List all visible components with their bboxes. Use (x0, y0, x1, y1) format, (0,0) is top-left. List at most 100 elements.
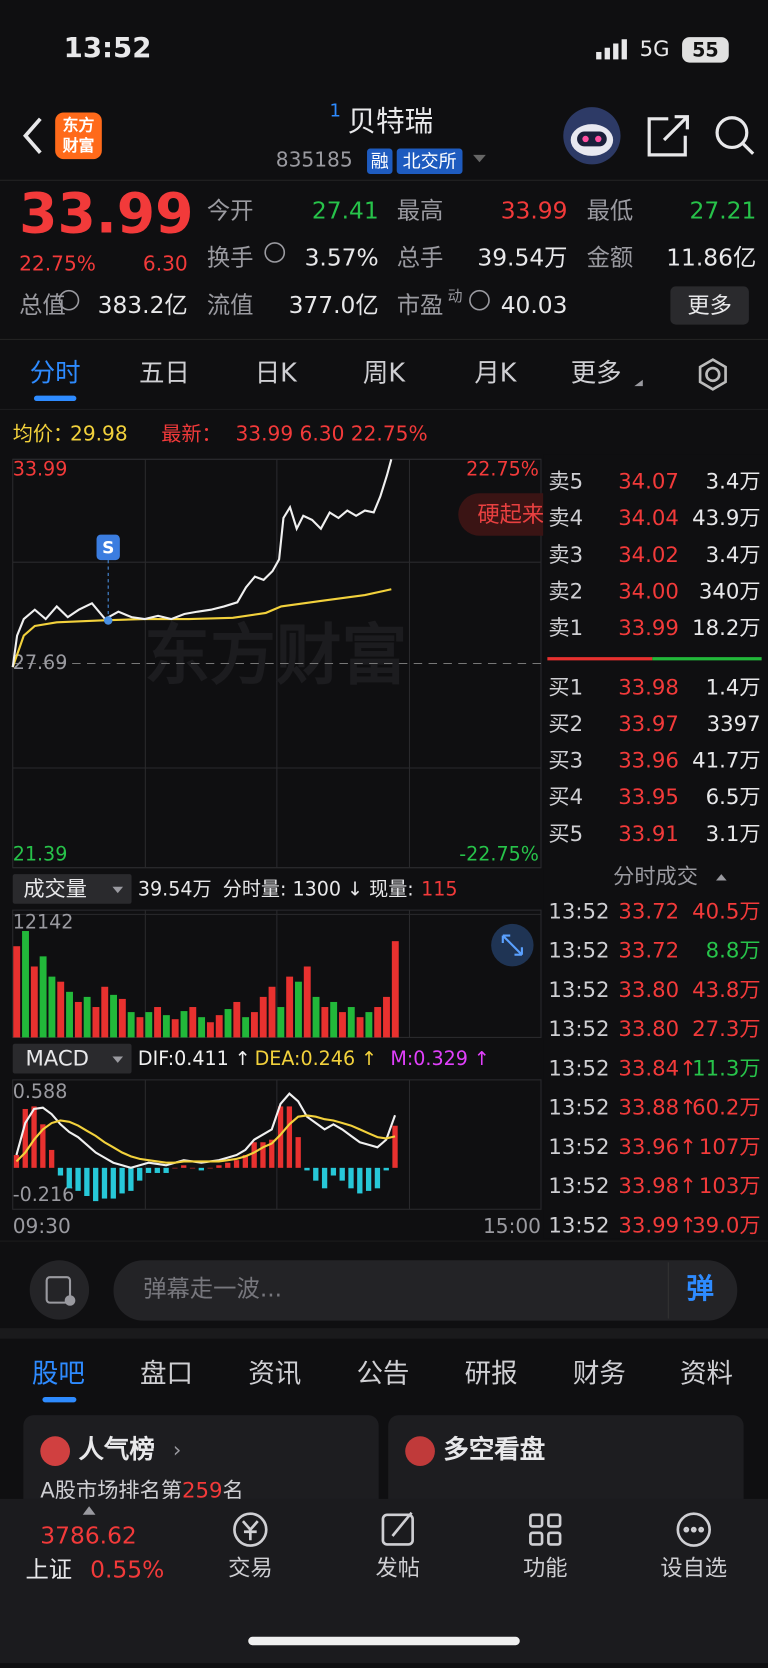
dropdown-icon[interactable] (112, 886, 124, 894)
index-value[interactable]: 3786.62 (40, 1522, 136, 1550)
search-icon[interactable] (715, 116, 755, 155)
macd-bar (75, 1167, 81, 1191)
book-volume: 3.1万 (706, 822, 761, 847)
volume-bar (374, 1007, 382, 1038)
signal-icon (596, 39, 627, 60)
side-panel (543, 454, 768, 1239)
bottom-nav: 交易 发帖 功能 设自选 (228, 1555, 727, 1581)
nav-label[interactable]: 交易 (228, 1555, 273, 1581)
share-icon[interactable] (647, 115, 689, 157)
marker-badge[interactable] (96, 534, 120, 561)
volume-bar (365, 1012, 373, 1038)
index-change[interactable]: 0.55% (90, 1556, 164, 1584)
card-title[interactable]: 多空看盘 (443, 1435, 545, 1465)
more-button[interactable] (670, 286, 749, 325)
dropdown-icon[interactable] (473, 154, 486, 163)
nav-label[interactable]: 发帖 (376, 1555, 421, 1581)
nav-label[interactable]: 设自选 (660, 1555, 727, 1581)
app-logo[interactable] (55, 112, 102, 160)
y-tick-label: -0.216 (13, 1183, 75, 1206)
network: 5G (640, 37, 670, 62)
macd-bar (40, 1124, 46, 1168)
marker-dot (103, 616, 113, 625)
chart-frame (12, 458, 542, 1210)
section-tab[interactable]: 盘口 (140, 1358, 193, 1389)
card-title[interactable]: 人气榜 (78, 1435, 154, 1465)
x-tick-label: 09:30 (13, 1214, 71, 1238)
dropdown-icon[interactable] (634, 379, 643, 387)
danmaku-toggle[interactable] (29, 1260, 90, 1320)
field-label: 流值 (207, 291, 254, 319)
macd-bar (233, 1160, 240, 1168)
info-icons (58, 242, 490, 311)
section-tab[interactable]: 财务 (573, 1358, 626, 1389)
field-value: 27.41 (312, 197, 379, 225)
legend-entry: M:0.329 ↑ (390, 1047, 490, 1070)
tab[interactable]: 五日 (139, 358, 190, 388)
tab[interactable]: 更多 (571, 358, 622, 388)
watermark: 东方财富 (144, 617, 407, 694)
volume-bar (259, 996, 267, 1038)
robot-avatar[interactable] (563, 107, 621, 165)
macd-bar (145, 1167, 152, 1173)
status-time: 13:52 (64, 31, 152, 64)
home-indicator (248, 1636, 520, 1646)
logo-text: 财富 (63, 136, 95, 155)
trade-price: 33.88↑ (618, 1096, 696, 1121)
field-value: 33.99 (501, 197, 568, 225)
trade-time: 13:52 (548, 899, 609, 924)
tab[interactable]: 周K (363, 358, 406, 388)
trade-price: 33.80 (618, 1017, 679, 1042)
section-tab[interactable]: 公告 (356, 1358, 409, 1389)
divider (0, 1328, 768, 1339)
macd-bar (339, 1167, 345, 1181)
trade-list: 13:52 33.72 40.5万 13:52 33.72 8.8万 13:52 33.80 4… (548, 899, 760, 1238)
book-label: 买4 (548, 785, 583, 810)
legend-value: 29.98 (70, 421, 128, 445)
macd-title[interactable]: MACD (25, 1047, 89, 1072)
indicator-select[interactable] (12, 874, 132, 904)
danmaku-input[interactable] (113, 1260, 738, 1321)
macd-bar (57, 1167, 64, 1176)
expand-icon[interactable] (82, 1506, 96, 1515)
pe-mark: 动 (448, 287, 463, 305)
book-volume: 3397 (707, 712, 761, 737)
book-price: 33.96 (618, 749, 679, 774)
settings-icon[interactable] (698, 358, 727, 391)
nav-label[interactable]: 功能 (523, 1555, 568, 1581)
macd-bar (269, 1139, 275, 1168)
field-value: 383.2亿 (98, 291, 188, 319)
book-price: 34.07 (618, 470, 679, 495)
tab[interactable]: 月K (474, 358, 517, 388)
quote-fields: 今开 27.41 最高 33.99 最低 27.21 换手 3.57% 总手 39.54万 金额 11… (19, 197, 756, 319)
section-tab[interactable]: 资料 (680, 1358, 733, 1389)
expand-button[interactable] (491, 923, 534, 967)
section-tab[interactable]: 研报 (465, 1358, 518, 1389)
indicator-select[interactable] (12, 1043, 132, 1074)
y-tick-label: 27.69 (13, 651, 68, 674)
volume-title[interactable]: 成交量 (23, 877, 87, 902)
back-button[interactable] (22, 117, 42, 154)
volume-bar (180, 1011, 188, 1038)
period-tabs: 分时 五日 日K 周K 月K 更多 (30, 358, 622, 388)
marker-label[interactable]: S (102, 538, 114, 558)
danmaku-send[interactable]: 弹 (686, 1272, 714, 1305)
tab[interactable]: 分时 (30, 358, 81, 388)
macd-bar (66, 1167, 72, 1189)
tab[interactable]: 日K (255, 358, 298, 388)
trades-title[interactable]: 分时成交 (613, 864, 698, 889)
dropdown-icon[interactable] (112, 1056, 124, 1063)
section-tab[interactable]: 资讯 (248, 1358, 301, 1389)
field-value: 377.0亿 (289, 291, 379, 319)
danmaku-placeholder[interactable]: 弹幕走一波... (143, 1274, 282, 1302)
promo-button-label[interactable]: 硬起来 (477, 502, 544, 528)
sort-icon[interactable] (716, 874, 727, 881)
volume-bar (250, 1012, 258, 1038)
index-name[interactable]: 上证 (25, 1556, 72, 1584)
macd-bar (374, 1167, 381, 1189)
section-tab[interactable]: 股吧 (32, 1358, 85, 1389)
tag: 融 (371, 151, 389, 172)
field-label: 换手 (207, 243, 254, 271)
more-button-label[interactable]: 更多 (687, 293, 732, 319)
